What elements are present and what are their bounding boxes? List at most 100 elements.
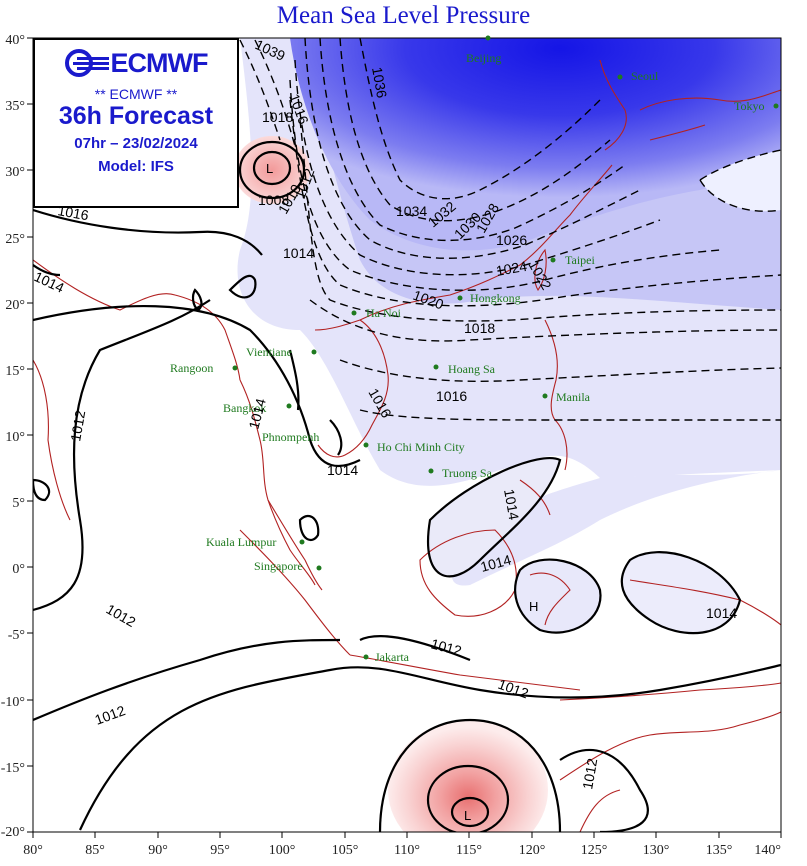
borneo-light-patch (428, 458, 560, 577)
city-markers: Beijing Seoul Tokyo Taipei Hongkong Ha N… (170, 35, 779, 664)
isobar-label: 1014 (706, 605, 737, 621)
isobar-label: 1026 (496, 232, 527, 248)
forecast-info-box: ECMWF ** ECMWF ** 36h Forecast 07hr – 23… (33, 38, 239, 208)
isobar-label: 1008 (258, 192, 289, 208)
city-dot (428, 468, 434, 474)
city-dot (363, 442, 369, 448)
lon-tick-label: 140° (754, 843, 781, 858)
isobar-label: 1012 (429, 635, 463, 659)
isobar-label: 1012 (579, 757, 600, 791)
city-label-jakarta: Jakarta (375, 650, 410, 664)
lon-tick-label: 80° (23, 843, 43, 858)
pressure-centers: L L H (266, 161, 538, 823)
city-dot (232, 365, 238, 371)
lat-tick-label: -5° (8, 628, 25, 643)
city-dot (485, 35, 491, 41)
city-dot (286, 403, 292, 409)
valid-time: 07hr – 23/02/2024 (74, 135, 198, 152)
map-title: Mean Sea Level Pressure (276, 2, 531, 29)
lat-tick-label: -20° (1, 825, 25, 840)
city-label-kuala-lumpur: Kuala Lumpur (206, 535, 276, 549)
city-dot (433, 364, 439, 370)
axis-ticks (27, 37, 782, 838)
lat-tick-label: 30° (5, 165, 25, 180)
city-label-manila: Manila (556, 390, 591, 404)
lon-tick-label: 90° (148, 843, 168, 858)
lat-tick-labels: 40° 35° 30° 25° 20° 15° 10° 5° 0° -5° -1… (1, 33, 25, 840)
lat-tick-label: 25° (5, 232, 25, 247)
city-label-ho-chi-minh: Ho Chi Minh City (377, 440, 465, 454)
lon-tick-label: 105° (332, 843, 359, 858)
isobar-label: 1014 (283, 245, 314, 261)
isobars-dashed (239, 38, 781, 421)
lat-tick-label: 40° (5, 33, 25, 48)
lon-tick-label: 110° (394, 843, 420, 858)
lon-tick-label: 95° (210, 843, 230, 858)
lat-tick-label: 20° (5, 298, 25, 313)
isobar-label: 1018 (464, 320, 495, 336)
lat-tick-label: 0° (12, 562, 25, 577)
high-center-marker: H (529, 599, 538, 614)
city-label-taipei: Taipei (565, 253, 595, 267)
city-dot (351, 310, 357, 316)
coastlines (33, 59, 781, 832)
lon-tick-labels: 80° 85° 90° 95° 100° 105° 110° 115° 120°… (23, 843, 781, 858)
low-pressure-south-region (388, 720, 548, 832)
isobar-label: 1014 (327, 462, 358, 478)
city-label-bangkok: Bangkok (223, 401, 266, 415)
city-dot (773, 103, 779, 109)
city-label-hanoi: Ha Noi (366, 306, 402, 320)
low-center-south-marker: L (464, 808, 471, 823)
isobar-label: 1034 (396, 203, 427, 219)
lat-tick-label: 5° (12, 496, 25, 511)
city-label-truong-sa: Truong Sa (442, 466, 493, 480)
forecast-horizon: 36h Forecast (58, 102, 214, 130)
city-dot (550, 257, 556, 263)
isobar-label: 1012 (67, 409, 88, 443)
city-dot (316, 565, 322, 571)
city-dot (542, 393, 548, 399)
lon-tick-label: 85° (85, 843, 105, 858)
high-pressure-core-region (290, 38, 781, 251)
city-label-tokyo: Tokyo (734, 99, 765, 113)
isobar-label: 1016 (436, 388, 467, 404)
isobar-label: 1024 (495, 258, 529, 279)
isobar-label: 1014 (501, 488, 522, 522)
low-center-north-marker: L (266, 161, 273, 176)
city-label-singapore: Singapore (254, 559, 303, 573)
lon-tick-label: 125° (581, 843, 608, 858)
isobar-label: 1036 (369, 66, 390, 100)
east-light-pocket (700, 150, 781, 212)
ecmwf-logo: ECMWF (35, 46, 237, 80)
city-dot (363, 654, 369, 660)
city-label-seoul: Seoul (631, 69, 659, 83)
ecmwf-logo-icon (64, 49, 109, 77)
lat-tick-label: -15° (1, 761, 25, 776)
isobar-label: 1014 (245, 396, 269, 430)
model-name: Model: IFS (98, 158, 174, 175)
lat-tick-label: -10° (1, 695, 25, 710)
lon-tick-label: 130° (643, 843, 670, 858)
city-label-hoang-sa: Hoang Sa (448, 362, 496, 376)
city-label-phnompenh: Phnompenh (262, 430, 319, 444)
isobars-solid (33, 140, 781, 832)
sulawesi-high-patch (515, 559, 601, 633)
city-dot (617, 74, 623, 80)
city-dot (311, 349, 317, 355)
city-dot (299, 539, 305, 545)
ecmwf-subtitle: ** ECMWF ** (94, 86, 178, 102)
lon-tick-label: 135° (706, 843, 733, 858)
low-pressure-north-region (234, 136, 310, 204)
ecmwf-logo-text: ECMWF (110, 47, 209, 78)
isobar-label: 1018 (262, 109, 293, 125)
papua-light-patch (621, 552, 740, 634)
lon-tick-label: 115° (456, 843, 482, 858)
lat-tick-label: 15° (5, 364, 25, 379)
isobar-label: 1014 (479, 551, 513, 575)
lat-tick-label: 35° (5, 99, 25, 114)
city-dot (457, 295, 463, 301)
city-label-beijing: Beijing (466, 51, 501, 65)
lon-tick-label: 120° (519, 843, 546, 858)
city-label-rangoon: Rangoon (170, 361, 213, 375)
lon-tick-label: 100° (269, 843, 296, 858)
